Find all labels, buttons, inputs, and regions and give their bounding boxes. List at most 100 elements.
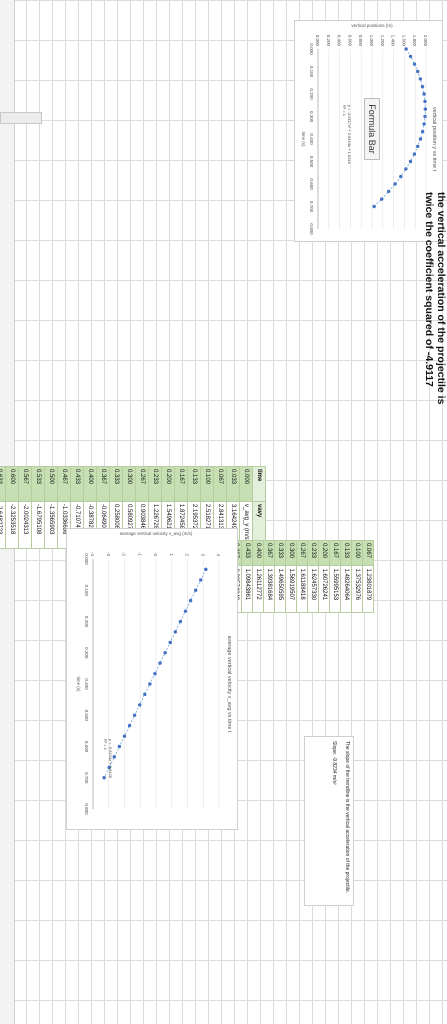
velocity-cell[interactable]: -2.3253518 xyxy=(5,501,19,549)
data-point xyxy=(127,723,132,728)
position-cell[interactable]: 1.39381684 xyxy=(263,565,275,613)
time-cell[interactable]: 0.200 xyxy=(318,540,330,566)
velocity-cell[interactable]: -1.3565903 xyxy=(44,501,58,549)
time-cell[interactable]: 0.500 xyxy=(44,466,58,502)
time-cell[interactable]: 0.067 xyxy=(213,466,227,502)
time-cell[interactable]: 0.333 xyxy=(274,540,286,566)
time-cell[interactable]: 0.233 xyxy=(148,466,162,502)
time-cell[interactable]: 0.400 xyxy=(83,466,97,502)
position-cell[interactable]: 1.61188418 xyxy=(296,565,308,613)
data-point xyxy=(404,167,408,171)
y-tick-label: 0.800 xyxy=(358,35,363,47)
time-cell[interactable]: 0.300 xyxy=(285,540,297,566)
header-time[interactable]: time xyxy=(252,466,266,502)
y-tick-label: 1.600 xyxy=(401,35,406,47)
position-cell[interactable]: 1.49650595 xyxy=(274,565,286,613)
x-tick-label: 0.300 xyxy=(84,647,89,659)
velocity-time-chart[interactable]: -4 -3 -2 -1 0 1 2 3 4 0.000 0.100 0.200 0.300 0.400 0.… xyxy=(66,528,238,830)
position-cell[interactable]: 1.56919507 xyxy=(285,565,297,613)
position-cell[interactable]: 1.48264064 xyxy=(340,565,352,613)
time-cell[interactable]: 0.367 xyxy=(263,540,275,566)
data-point xyxy=(422,122,426,126)
table-row: 0.267 1.61188418 xyxy=(296,540,308,613)
velocity-cell[interactable]: -1.6795108 xyxy=(31,501,45,549)
table-row: 0.200 1.60726241 xyxy=(318,540,330,613)
x-tick-label: 0.800 xyxy=(84,803,89,815)
x-tick-label: 0.100 xyxy=(84,585,89,597)
data-point xyxy=(393,182,397,186)
time-cell[interactable]: 0.433 xyxy=(241,540,253,566)
time-cell[interactable]: 0.133 xyxy=(340,540,352,566)
data-point xyxy=(158,661,162,665)
data-point xyxy=(112,755,116,759)
data-point xyxy=(102,776,106,780)
velocity-cell[interactable]: -2.6482723 xyxy=(0,501,6,549)
data-point xyxy=(420,84,425,89)
position-cell[interactable]: 1.23801879 xyxy=(362,565,374,613)
y-tick-label: 0.200 xyxy=(326,35,331,47)
table-row: 0.100 1.37532976 xyxy=(351,540,363,613)
table-row: 0.300 1.56919507 xyxy=(285,540,297,613)
trendline-equation: y = -4.9117x² + 2.6424x + 1.6316 xyxy=(347,105,352,165)
data-point xyxy=(183,609,188,613)
y-tick-label: 0.000 xyxy=(315,35,320,47)
time-cell[interactable]: 0.267 xyxy=(135,466,149,502)
data-point xyxy=(132,713,137,717)
position-cell[interactable]: 1.09843861 xyxy=(241,565,253,613)
data-point xyxy=(148,682,152,686)
acceleration-note-line1: the vertical acceleration of the project… xyxy=(435,192,447,405)
time-cell[interactable]: 0.067 xyxy=(362,540,374,566)
time-cell[interactable]: 0.567 xyxy=(18,466,32,502)
data-point xyxy=(416,144,420,149)
data-point xyxy=(173,630,178,634)
time-cell[interactable]: 0.533 xyxy=(31,466,45,502)
table-row: 0.133 1.48264064 xyxy=(340,540,352,613)
position-cell[interactable]: 1.60726241 xyxy=(318,565,330,613)
time-cell[interactable]: 0.133 xyxy=(187,466,201,502)
time-cell[interactable]: 0.467 xyxy=(57,466,71,502)
table-row: 0.500 -1.3565903 xyxy=(44,466,58,549)
data-point xyxy=(168,640,172,645)
time-cell[interactable]: 0.300 xyxy=(122,466,136,502)
data-point xyxy=(143,692,147,697)
data-point xyxy=(153,671,157,676)
time-cell[interactable]: 0.167 xyxy=(329,540,341,566)
time-cell[interactable]: 0.100 xyxy=(200,466,214,502)
time-cell[interactable]: 0.600 xyxy=(5,466,19,502)
data-point xyxy=(418,77,423,81)
y-tick-label: 3 xyxy=(200,553,205,556)
time-cell[interactable]: 0.267 xyxy=(296,540,308,566)
time-cell[interactable]: 0.333 xyxy=(109,466,123,502)
velocity-cell[interactable]: -2.0024313 xyxy=(18,501,32,549)
position-cell[interactable]: 1.26112772 xyxy=(252,565,264,613)
table-row: 0.433 1.09843861 xyxy=(241,540,253,613)
y-tick-label: -4 xyxy=(90,552,95,556)
time-cell[interactable]: 0.633 xyxy=(0,466,6,502)
position-cell[interactable]: 1.37532976 xyxy=(351,565,363,613)
time-cell[interactable]: 0.400 xyxy=(252,540,264,566)
acceleration-note-line2: twice the coefficient squared of -4.9117 xyxy=(423,192,435,387)
time-cell[interactable]: 0.433 xyxy=(70,466,84,502)
time-cell[interactable]: 0.100 xyxy=(351,540,363,566)
time-cell[interactable]: 0.233 xyxy=(307,540,319,566)
time-cell[interactable]: 0.200 xyxy=(161,466,175,502)
time-cell[interactable]: 0.167 xyxy=(174,466,188,502)
time-cell[interactable]: 0.367 xyxy=(96,466,110,502)
data-point xyxy=(117,744,122,749)
trendline xyxy=(373,48,426,207)
x-tick-label: 0.500 xyxy=(84,710,89,722)
x-tick-label: 0.400 xyxy=(84,678,89,690)
data-point xyxy=(418,137,423,141)
position-cell[interactable]: 1.62457330 xyxy=(307,565,319,613)
time-cell[interactable]: 0.033 xyxy=(226,466,240,502)
x-tick-label: 0.600 xyxy=(309,178,314,190)
x-tick-label: 0.700 xyxy=(309,201,314,213)
subheader-time[interactable]: 0.000 xyxy=(239,466,253,502)
position-time-chart[interactable]: 0.000 0.200 0.400 0.600 0.800 1.000 1.200 1.400… xyxy=(294,20,443,242)
sheet-scroll-tab[interactable] xyxy=(0,112,42,124)
data-point xyxy=(423,99,427,104)
x-tick-label: 0.000 xyxy=(84,553,89,565)
slope-note-box[interactable]: The slope of the trendline is the vertic… xyxy=(304,736,354,906)
data-point xyxy=(193,588,198,592)
position-cell[interactable]: 1.55995153 xyxy=(329,565,341,613)
